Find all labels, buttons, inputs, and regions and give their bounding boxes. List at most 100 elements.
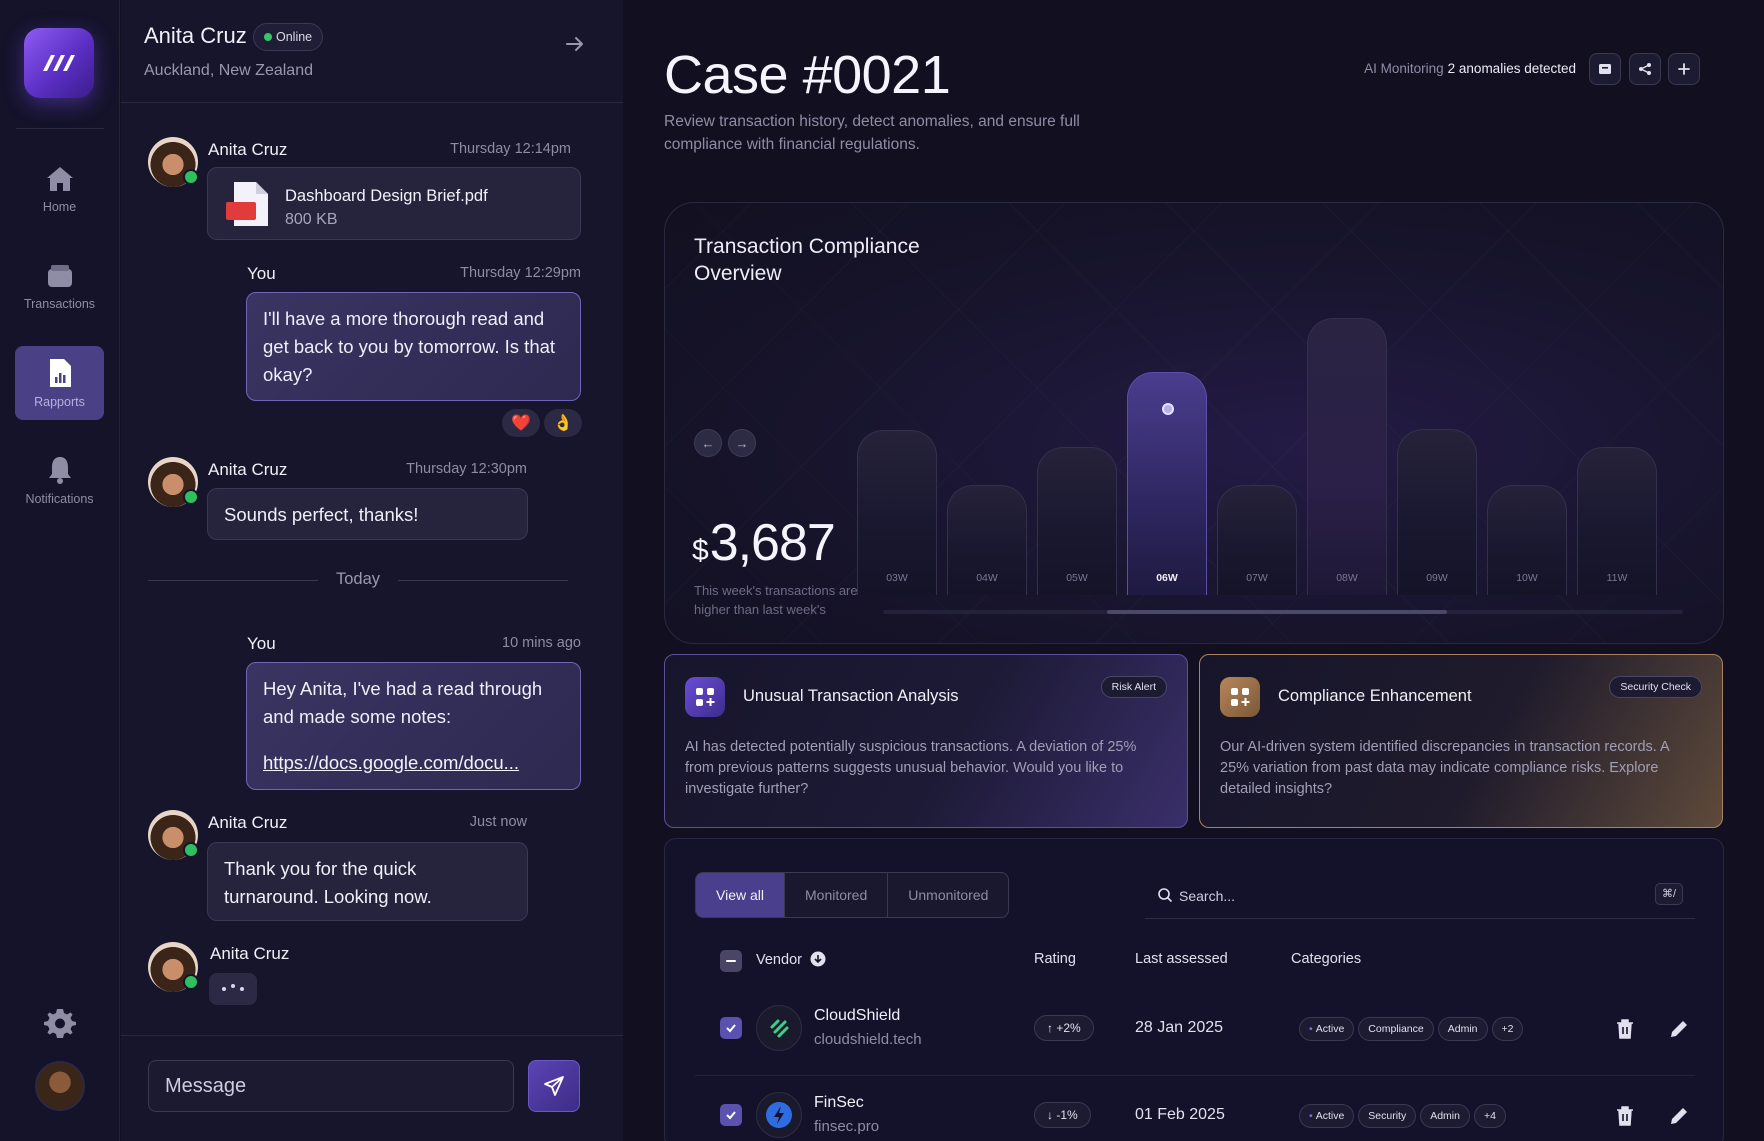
reaction-heart[interactable]: ❤️ xyxy=(502,409,540,437)
column-header-last-assessed[interactable]: Last assessed xyxy=(1135,951,1228,967)
message-bubble: Thank you for the quick turnaround. Look… xyxy=(207,842,528,921)
chart-bar-11w[interactable] xyxy=(1577,447,1657,595)
tab-view-all[interactable]: View all xyxy=(696,873,785,917)
message-sender: Anita Cruz xyxy=(208,140,288,159)
category-chip: Active xyxy=(1299,1104,1355,1128)
app-logo[interactable] xyxy=(24,28,94,98)
user-avatar[interactable] xyxy=(35,1061,85,1111)
category-chip: Compliance xyxy=(1358,1017,1434,1041)
chart-bar-07w[interactable] xyxy=(1217,485,1297,595)
last-assessed-date: 28 Jan 2025 xyxy=(1135,1019,1224,1036)
arrow-up-icon: ↑ xyxy=(1047,1021,1053,1035)
chart-bar-05w[interactable] xyxy=(1037,447,1117,595)
row-checkbox[interactable] xyxy=(720,1017,742,1039)
send-icon xyxy=(544,1076,564,1096)
chart-bar-03w[interactable] xyxy=(857,430,937,595)
column-header-vendor[interactable]: Vendor xyxy=(756,951,826,968)
vendor-domain: cloudshield.tech xyxy=(814,1031,922,1048)
sidebar-item-transactions[interactable]: Transactions xyxy=(15,249,104,323)
monitoring-status: AI Monitoring 2 anomalies detected xyxy=(1364,61,1576,76)
avatar xyxy=(148,810,199,860)
logo-mark-icon xyxy=(43,55,75,71)
page-description: Review transaction history, detect anoma… xyxy=(664,113,1080,153)
reaction-ok-hand[interactable]: 👌 xyxy=(544,409,582,437)
monitoring-value: 2 anomalies detected xyxy=(1447,61,1576,76)
search-input[interactable] xyxy=(1179,881,1599,911)
add-button[interactable] xyxy=(1668,53,1700,85)
cloudshield-logo-icon xyxy=(756,1005,802,1051)
vendor-domain: finsec.pro xyxy=(814,1118,880,1135)
chart-prev-button[interactable]: ← xyxy=(694,429,722,457)
insight-card-compliance[interactable]: Compliance Enhancement Security Check Ou… xyxy=(1199,654,1723,828)
x-tick-label: 03W xyxy=(886,572,908,584)
chart-scrollbar-thumb[interactable] xyxy=(1107,610,1447,614)
select-all-checkbox[interactable] xyxy=(720,950,742,972)
chart-next-button[interactable]: → xyxy=(728,429,756,457)
insight-card-unusual-transactions[interactable]: Unusual Transaction Analysis Risk Alert … xyxy=(664,654,1188,828)
insight-icon xyxy=(1220,677,1260,717)
apps-add-icon xyxy=(1231,688,1250,706)
chart-bar-08w[interactable] xyxy=(1307,318,1387,595)
contact-location: Auckland, New Zealand xyxy=(144,62,313,79)
file-attachment[interactable]: Dashboard Design Brief.pdf 800 KB xyxy=(207,167,581,240)
sidebar-item-label: Home xyxy=(42,200,77,214)
insight-tag: Security Check xyxy=(1609,676,1702,698)
sidebar-item-rapports[interactable]: Rapports xyxy=(15,346,104,420)
search-shortcut: ⌘/ xyxy=(1654,883,1683,905)
edit-pencil-icon[interactable] xyxy=(1667,1017,1691,1041)
column-header-rating[interactable]: Rating xyxy=(1034,951,1076,967)
contact-name: Anita Cruz xyxy=(144,23,247,48)
trash-icon[interactable] xyxy=(1613,1104,1637,1128)
vendor-name[interactable]: FinSec xyxy=(814,1094,864,1111)
send-button[interactable] xyxy=(528,1060,580,1112)
export-button[interactable] xyxy=(1589,53,1621,85)
avatar xyxy=(148,137,199,187)
settings-gear-icon[interactable] xyxy=(44,1007,76,1039)
edit-pencil-icon[interactable] xyxy=(1667,1104,1691,1128)
chart-scrollbar[interactable] xyxy=(883,610,1683,614)
share-button[interactable] xyxy=(1629,53,1661,85)
insight-tag: Risk Alert xyxy=(1100,676,1167,698)
chart-bar-10w[interactable] xyxy=(1487,485,1567,595)
column-header-categories[interactable]: Categories xyxy=(1291,951,1362,967)
insight-title: Compliance Enhancement xyxy=(1278,687,1472,705)
category-more-chip[interactable]: +4 xyxy=(1473,1104,1506,1128)
message-time: Thursday 12:14pm xyxy=(450,141,571,157)
composer-divider xyxy=(121,1035,623,1036)
x-tick-label: 10W xyxy=(1516,572,1538,584)
trash-icon[interactable] xyxy=(1613,1017,1637,1041)
row-checkbox[interactable] xyxy=(720,1104,742,1126)
check-icon xyxy=(726,1024,736,1033)
sidebar-item-label: Transactions xyxy=(23,297,96,311)
sidebar-item-home[interactable]: Home xyxy=(15,152,104,226)
category-chip: Security xyxy=(1358,1104,1417,1128)
tab-unmonitored[interactable]: Unmonitored xyxy=(908,887,989,903)
file-name: Dashboard Design Brief.pdf xyxy=(285,187,488,205)
category-chip: Admin xyxy=(1437,1017,1488,1041)
message-bubble: Sounds perfect, thanks! xyxy=(207,488,528,540)
chart-note: This week's transactions are higher than… xyxy=(694,583,858,617)
sidebar-item-notifications[interactable]: Notifications xyxy=(15,443,104,517)
arrow-right-icon[interactable] xyxy=(563,32,587,56)
x-tick-label: 05W xyxy=(1066,572,1088,584)
bar-series: 03W 04W 05W 06W 07W 08W 09W 10W 11W xyxy=(665,203,1723,643)
filter-tabs: View all Monitored Unmonitored xyxy=(695,872,1010,918)
x-tick-label: 09W xyxy=(1426,572,1448,584)
rating-badge: ↓ -1% xyxy=(1034,1102,1091,1128)
page-title: Case #0021 xyxy=(664,45,951,105)
message-time: Just now xyxy=(469,814,527,830)
tab-monitored[interactable]: Monitored xyxy=(785,873,889,917)
message-input[interactable] xyxy=(148,1060,514,1112)
chart-title: Transaction Compliance Overview xyxy=(694,235,920,285)
chart-bar-06w[interactable] xyxy=(1127,372,1207,595)
category-more-chip[interactable]: +2 xyxy=(1491,1017,1524,1041)
vendor-name[interactable]: CloudShield xyxy=(814,1007,901,1024)
minus-icon xyxy=(726,960,736,962)
currency-symbol: $ xyxy=(692,534,709,567)
sidebar-item-label: Rapports xyxy=(34,395,85,409)
shared-link[interactable]: https://docs.google.com/docu... xyxy=(263,752,520,773)
chart-bar-09w[interactable] xyxy=(1397,429,1477,595)
rating-badge: ↑ +2% xyxy=(1034,1015,1094,1041)
message-bubble: Hey Anita, I've had a read through and m… xyxy=(246,662,581,790)
chart-bar-04w[interactable] xyxy=(947,485,1027,595)
